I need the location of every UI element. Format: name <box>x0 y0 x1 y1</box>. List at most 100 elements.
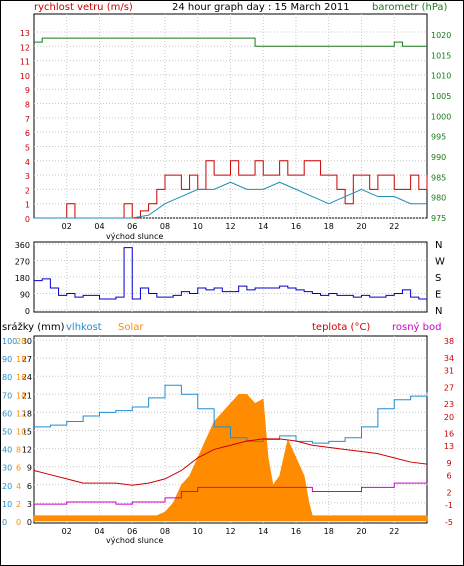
rain-y-tick: 18 <box>22 409 32 418</box>
temp-y-tick: 27 <box>444 383 454 392</box>
rain-y-tick: 24 <box>22 373 32 382</box>
humidity-line <box>34 384 428 444</box>
direction-y-tick: 180 <box>15 274 30 283</box>
rain-y-tick: 6 <box>27 482 32 491</box>
temp-y-tick: 9 <box>446 459 451 468</box>
temp-axis-title: teplota (°C) <box>312 322 370 333</box>
humidity-y-tick: 90 <box>2 355 12 364</box>
direction-line <box>34 247 428 300</box>
wind-y-tick: 3 <box>25 172 30 181</box>
compass-label: W <box>435 257 445 268</box>
wind-y-tick: 7 <box>25 115 30 124</box>
solar-y-tick: 14 <box>16 391 26 400</box>
wind-y-tick: 9 <box>25 86 30 95</box>
dew-line <box>34 482 428 505</box>
temp-line <box>33 438 428 486</box>
x-tick-label: 08 <box>160 527 170 536</box>
panel-2 <box>33 241 428 313</box>
x-tick-label: 10 <box>193 527 203 536</box>
wind-y-tick: 13 <box>20 29 30 38</box>
solar-y-tick: 10 <box>16 428 26 437</box>
x-tick-label: 18 <box>324 527 334 536</box>
solar-y-tick: 6 <box>16 464 21 473</box>
sunrise-label-bottom: východ slunce <box>106 536 163 545</box>
dew-axis-title: rosný bod <box>392 321 441 333</box>
humidity-y-tick: 80 <box>2 373 12 382</box>
x-tick-label: 06 <box>127 527 137 536</box>
x-tick-label: 04 <box>94 527 104 536</box>
rain-y-tick: 27 <box>22 355 32 364</box>
humidity-axis-title: vlhkost <box>66 322 102 333</box>
humidity-y-tick: 60 <box>2 409 12 418</box>
pressure-line <box>34 37 427 47</box>
solar-y-tick: 0 <box>16 518 21 527</box>
wind-y-tick: 11 <box>20 58 30 67</box>
baro-y-tick: 1020 <box>431 31 451 40</box>
x-tick-label: 16 <box>291 222 301 231</box>
baro-y-tick: 980 <box>431 194 446 203</box>
wind-y-tick: 1 <box>25 201 30 210</box>
baro-y-tick: 1000 <box>431 112 451 121</box>
compass-label: N <box>435 240 442 251</box>
temp-y-tick: 23 <box>444 400 454 409</box>
rain-y-tick: 0 <box>27 518 32 527</box>
x-tick-label: 18 <box>324 222 334 231</box>
wind-y-tick: 10 <box>20 72 30 81</box>
direction-y-tick: 0 <box>25 307 30 316</box>
solar-area <box>33 394 428 522</box>
x-tick-label: 20 <box>356 527 366 536</box>
baro-y-tick: 975 <box>431 214 446 223</box>
temp-y-tick: 2 <box>446 489 451 498</box>
baro-y-tick: 1010 <box>431 72 451 81</box>
wind-y-tick: 6 <box>25 129 30 138</box>
x-tick-label: 12 <box>225 527 235 536</box>
temp-y-tick: 13 <box>444 442 454 451</box>
compass-label: E <box>435 290 441 301</box>
direction-y-tick: 360 <box>15 241 30 250</box>
x-tick-label: 02 <box>62 527 72 536</box>
wind-axis-title: rychlost vetru (m/s) <box>34 2 133 13</box>
solar-y-tick: 4 <box>16 482 21 491</box>
wind-avg-line <box>34 181 427 219</box>
temp-y-tick: -5 <box>445 518 453 527</box>
baro-y-tick: 990 <box>431 153 446 162</box>
direction-y-tick: 90 <box>20 291 30 300</box>
rain-y-tick: 12 <box>22 446 32 455</box>
temp-y-tick: 31 <box>444 366 454 375</box>
wind-y-tick: 4 <box>25 158 30 167</box>
humidity-y-tick: 100 <box>2 337 17 346</box>
rain-y-tick: 15 <box>22 428 32 437</box>
solar-y-tick: 2 <box>16 500 21 509</box>
humidity-y-tick: 10 <box>2 500 12 509</box>
temp-y-tick: 6 <box>446 472 451 481</box>
solar-y-tick: 12 <box>16 409 26 418</box>
x-tick-label: 22 <box>389 527 399 536</box>
solar-y-tick: 20 <box>16 337 26 346</box>
baro-axis-title: barometr (hPa) <box>372 2 448 13</box>
solar-y-tick: 16 <box>16 373 26 382</box>
x-tick-label: 14 <box>258 222 268 231</box>
temp-y-tick: -1 <box>445 501 453 510</box>
rain-axis-title: srážky (mm) <box>2 321 65 333</box>
compass-label: S <box>435 273 441 284</box>
x-tick-label: 20 <box>356 222 366 231</box>
solar-y-tick: 8 <box>16 446 21 455</box>
x-tick-label: 14 <box>258 527 268 536</box>
temp-y-tick: 38 <box>444 337 454 346</box>
baro-y-tick: 1005 <box>431 92 451 101</box>
baro-y-tick: 985 <box>431 173 446 182</box>
rain-y-tick: 9 <box>27 464 32 473</box>
chart-title: 24 hour graph day : 15 March 2011 <box>172 2 350 13</box>
wind-y-tick: 5 <box>25 143 30 152</box>
x-tick-label: 22 <box>389 222 399 231</box>
x-tick-label: 12 <box>225 222 235 231</box>
solar-y-tick: 18 <box>16 355 26 364</box>
temp-y-tick: 20 <box>444 413 454 422</box>
wind-y-tick: 2 <box>25 186 30 195</box>
humidity-y-tick: 50 <box>2 428 12 437</box>
x-tick-label: 02 <box>62 222 72 231</box>
rain-y-tick: 30 <box>22 337 32 346</box>
wind-y-tick: 0 <box>25 215 30 224</box>
